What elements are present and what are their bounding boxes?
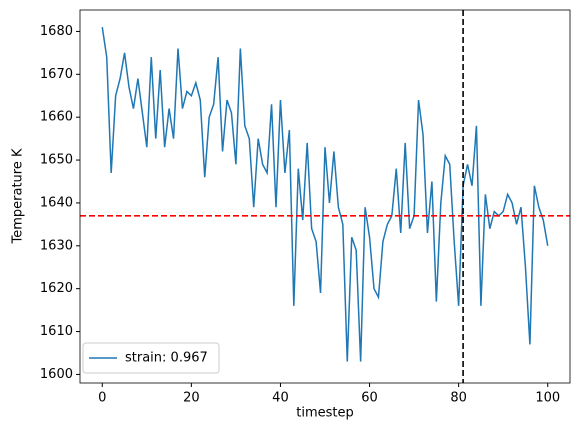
y-tick-label: 1600 (40, 367, 73, 382)
legend-box (82, 342, 220, 374)
y-tick-label: 1670 (40, 67, 73, 82)
x-tick-label: 60 (361, 391, 378, 406)
x-tick-label: 0 (98, 391, 106, 406)
y-tick-label: 1620 (40, 281, 73, 296)
x-tick-label: 40 (272, 391, 289, 406)
legend-label: strain: 0.967 (125, 351, 208, 366)
x-tick-label: 100 (535, 391, 560, 406)
y-tick-label: 1680 (40, 24, 73, 39)
y-axis-label: Temperature K (11, 148, 26, 244)
y-tick-label: 1640 (40, 195, 73, 210)
x-tick-label: 20 (183, 391, 200, 406)
y-tick-label: 1610 (40, 324, 73, 339)
x-axis-label: timestep (296, 406, 354, 421)
y-tick-label: 1660 (40, 110, 73, 125)
plot-frame (79, 9, 571, 384)
y-tick-label: 1630 (40, 238, 73, 253)
x-tick-label: 80 (450, 391, 467, 406)
y-tick-label: 1650 (40, 153, 73, 168)
data-line (101, 27, 549, 362)
